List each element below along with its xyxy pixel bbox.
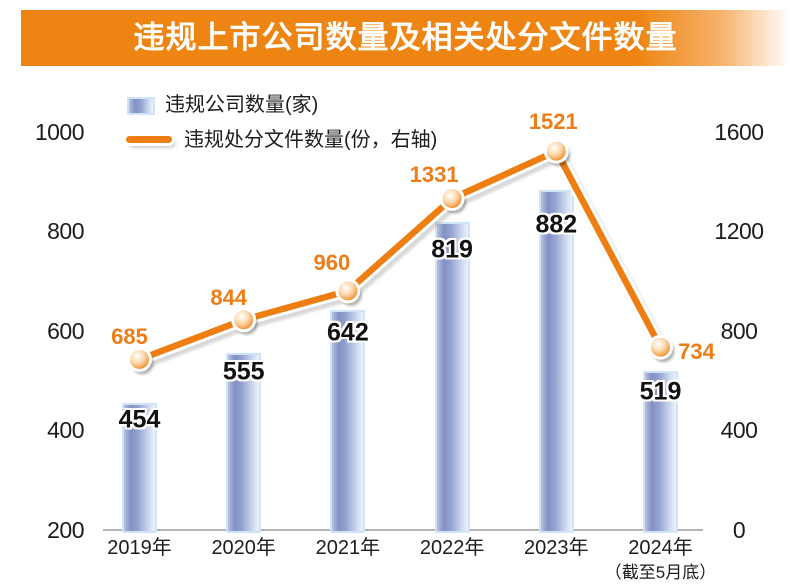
x-axis-label-2019年: 2019年	[107, 537, 172, 559]
line-marker-2024年	[648, 334, 673, 360]
line-marker-2021年	[335, 278, 361, 304]
line-value-2019年: 685	[111, 324, 148, 350]
left-axis-tick-800: 800	[47, 218, 84, 245]
line-value-2023年: 1521	[528, 109, 578, 135]
bar-value-2024年: 519	[639, 377, 682, 406]
x-axis-label-2023年: 2023年	[524, 537, 589, 559]
line-value-2022年: 1331	[409, 162, 459, 188]
line-value-2021年: 960	[313, 249, 351, 275]
bar-value-2019年: 454	[118, 405, 161, 434]
x-axis-label-2021年: 2021年	[315, 537, 381, 559]
title-banner: 违规上市公司数量及相关处分文件数量	[21, 10, 790, 66]
bar-value-2022年: 819	[431, 235, 473, 264]
left-axis-tick-400: 400	[47, 417, 84, 444]
line-marker-2020年	[231, 307, 257, 333]
x-axis-label-note: （截至5月底）	[604, 563, 717, 582]
right-axis-tick-1600: 1600	[714, 118, 764, 145]
bar-value-2023年: 882	[535, 210, 578, 239]
line-value-2024年: 734	[678, 339, 715, 365]
legend-bar-swatch	[127, 97, 155, 115]
right-axis-tick-400: 400	[720, 417, 758, 444]
right-axis-tick-1200: 1200	[714, 218, 764, 245]
line-marker-2023年	[543, 138, 569, 164]
line-path	[136, 147, 664, 363]
bar-value-2021年: 642	[327, 318, 369, 347]
x-axis-label-2024年: 2024年	[628, 537, 693, 559]
bar-2023年	[538, 190, 574, 533]
page-title: 违规上市公司数量及相关处分文件数量	[133, 20, 678, 55]
right-axis-tick-0: 0	[732, 517, 746, 543]
bar-2020年	[226, 353, 262, 533]
left-axis-tick-1000: 1000	[34, 118, 85, 145]
legend-line-swatch	[126, 136, 172, 143]
line-marker-2019年	[127, 346, 152, 372]
line-value-2020年: 844	[210, 284, 248, 310]
left-axis-tick-600: 600	[47, 317, 84, 344]
left-axis-tick-200: 200	[47, 517, 84, 543]
legend-label-documents: 违规处分文件数量(份，右轴)	[184, 129, 438, 151]
bar-2019年	[122, 403, 157, 533]
bar-2021年	[330, 309, 366, 533]
legend-label-companies: 违规公司数量(家)	[165, 94, 319, 116]
x-axis-label-2022年: 2022年	[419, 537, 485, 559]
bar-value-2020年: 555	[222, 357, 265, 386]
bar-2022年	[434, 221, 470, 533]
x-axis-baseline	[103, 529, 703, 531]
x-axis-label-2020年: 2020年	[211, 537, 276, 559]
bar-2024年	[643, 371, 678, 533]
right-axis-tick-800: 800	[720, 317, 758, 344]
line-marker-2022年	[439, 185, 465, 211]
